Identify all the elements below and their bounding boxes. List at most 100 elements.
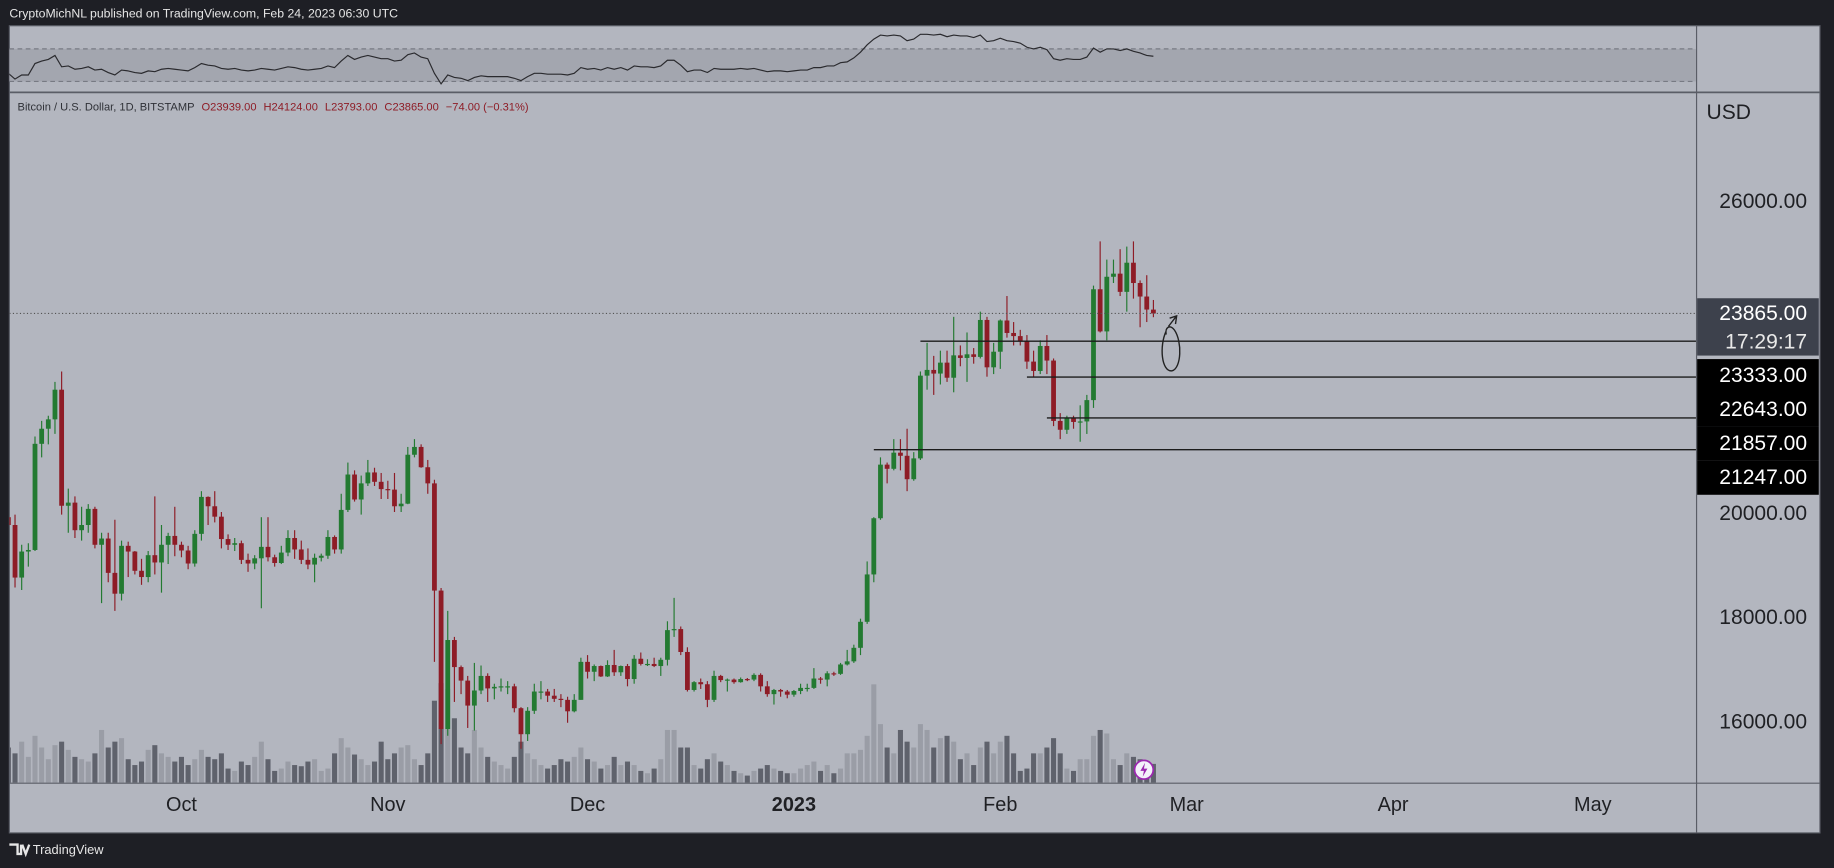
candle-body [791,691,797,695]
volume-bar [318,770,324,783]
candle-body [172,535,178,545]
candle-body [778,689,784,692]
candle-body [851,647,857,662]
volume-bar [631,765,637,783]
candle-body [1144,296,1150,310]
volume-bar [1110,759,1117,783]
candle-body [165,535,171,545]
x-tick-label: 2023 [772,794,816,816]
candle-body [898,452,903,456]
candle-body [505,686,511,688]
x-tick-label: Oct [166,794,197,816]
legend-close: C23865.00 [384,102,438,114]
volume-bar [984,741,990,783]
candle-body [957,355,963,358]
candle-body [538,691,544,693]
candle-body [618,666,624,673]
candle-body [751,674,757,680]
candle-body [1117,273,1123,292]
candle-body [1017,336,1023,342]
volume-bar [9,747,11,783]
candle-body [558,698,564,700]
volume-bar [238,761,244,783]
volume-bar [138,761,145,783]
candle-body [964,354,970,358]
candle-body [578,661,584,700]
candle-body [671,629,677,631]
volume-bar [65,749,71,783]
volume-bar [332,753,338,783]
candle-body [398,503,404,507]
volume-bar [738,773,744,783]
volume-bar [585,759,591,783]
candle-body [924,369,930,376]
volume-bar [824,765,830,783]
candle-body [904,455,910,480]
volume-bar [944,735,950,783]
volume-bar [1064,768,1070,783]
candle-body [498,686,504,688]
candle-body [1044,345,1050,361]
candle-body [1097,289,1103,332]
candle-body [824,673,830,680]
volume-bar [25,756,31,783]
volume-bar [125,759,131,783]
level-label-box [1697,359,1819,394]
rsi-pane [9,33,1696,85]
volume-bar [871,684,877,783]
volume-bar [771,768,777,783]
candle-body [272,557,278,563]
volume-bar [844,753,850,783]
volume-bar [684,747,690,783]
last-price-label: 23865.00 [1719,302,1807,325]
volume-bar [1024,768,1030,783]
volume-bar [658,759,664,783]
candle-body [1137,283,1143,297]
candle-body [818,678,823,680]
volume-bar [991,753,997,783]
candle-body [112,572,118,594]
candle-body [1111,273,1116,277]
volume-bar [305,761,311,783]
volume-bar [278,768,284,783]
candle-body [1024,341,1030,362]
candle-body [392,489,397,507]
candle-body [438,590,444,730]
volume-bar [831,773,837,783]
volume-bar [1057,753,1063,783]
candle-body [212,506,218,517]
candle-body [152,555,158,563]
volume-bar [1124,753,1130,783]
volume-bar [285,761,291,783]
legend-low: L23793.00 [325,102,378,114]
volume-bar [391,753,398,783]
volume-bar [937,738,943,783]
candle-body [405,454,411,504]
volume-bar [158,753,165,783]
x-tick-label: Mar [1170,794,1205,816]
volume-bar [405,745,411,783]
volume-bar [218,753,224,783]
candle-body [698,682,704,685]
volume-bar [32,735,38,783]
volume-bar [924,729,930,783]
volume-bar [471,729,477,783]
candle-body [944,362,950,378]
candle-body [338,509,344,550]
candle-body [891,452,897,469]
volume-bar [1130,756,1136,783]
candle-body [1057,420,1063,430]
candle-body [984,319,990,368]
candle-body [1084,400,1090,422]
volume-bar [518,741,524,783]
candle-body [285,538,291,553]
candle-body [65,502,71,506]
volume-bar [851,753,857,783]
candle-body [465,680,471,706]
volume-bar [165,756,171,783]
volume-bar [178,756,184,783]
candle-body [312,557,317,565]
volume-bar [198,749,204,783]
candle-body [605,664,610,677]
candle-body [179,544,184,551]
